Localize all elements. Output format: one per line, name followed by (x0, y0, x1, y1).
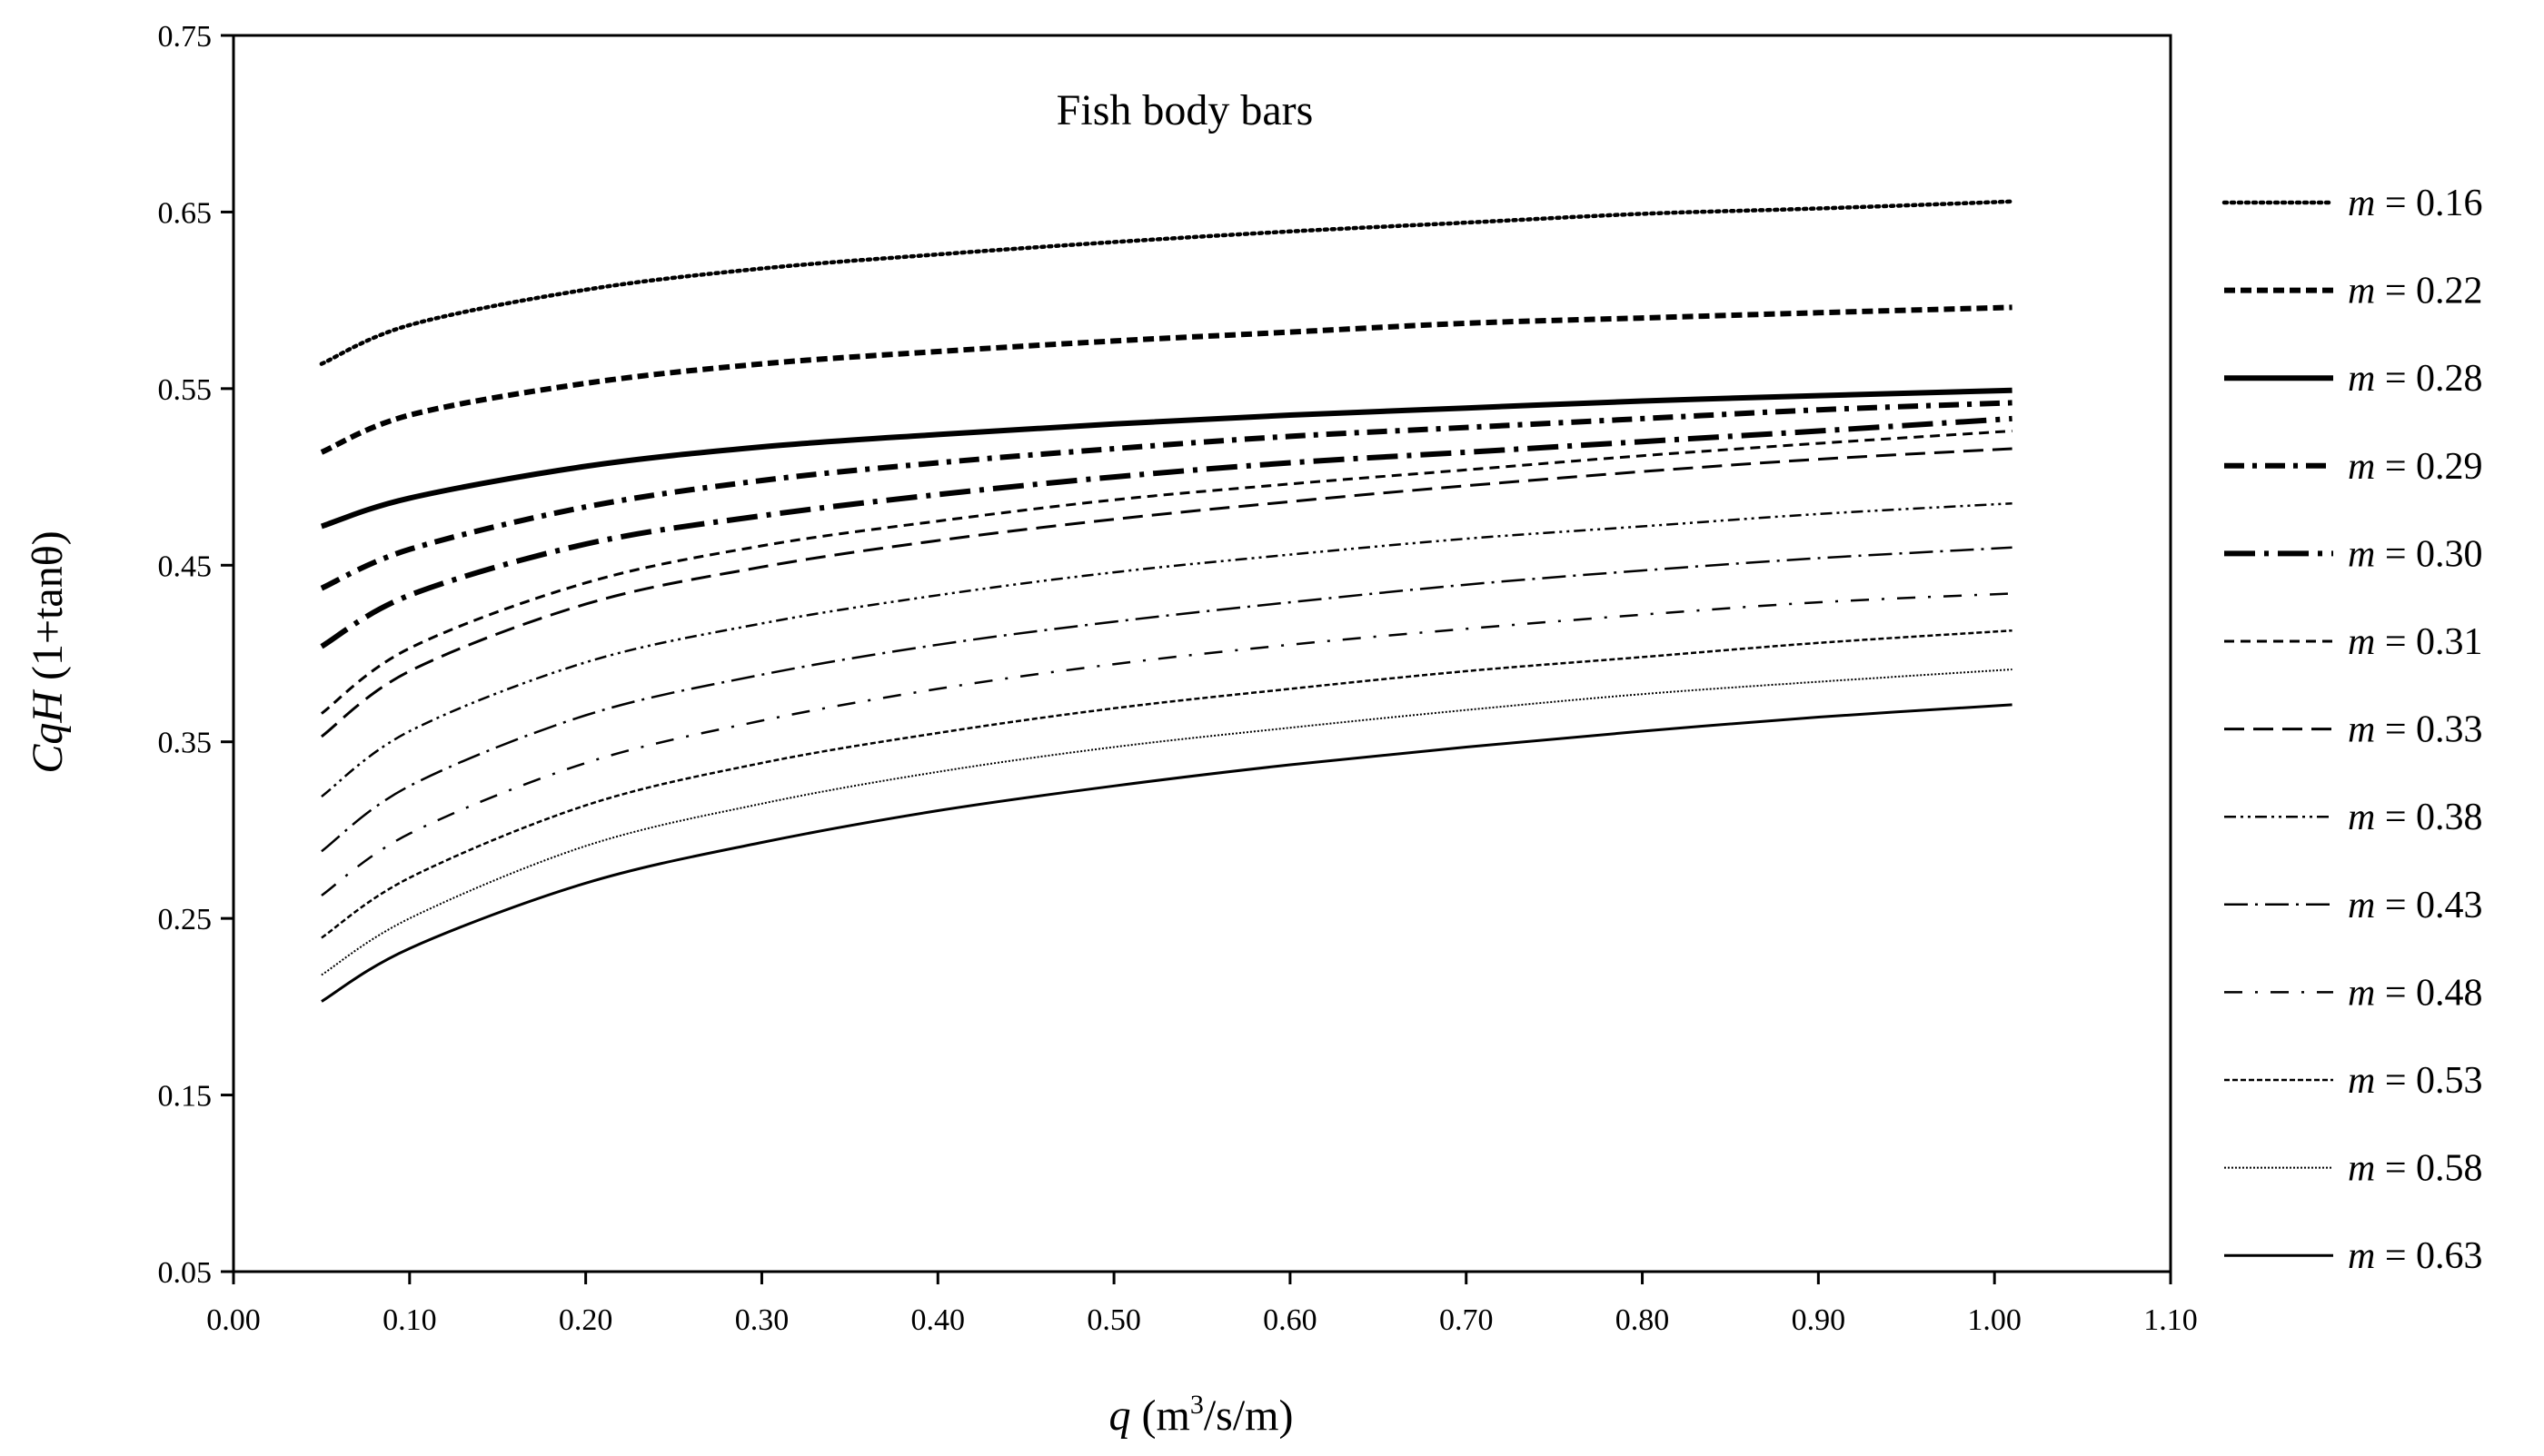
series-line (320, 415, 2012, 649)
series-line (319, 199, 2014, 366)
series-line (321, 629, 2012, 939)
legend-label: m = 0.28 (2348, 358, 2483, 400)
x-tick-label: 1.00 (1967, 1303, 2022, 1337)
y-tick-label: 0.45 (158, 550, 213, 583)
plot-area (232, 34, 2172, 1273)
x-axis: 0.00 0.10 0.20 0.30 0.40 0.50 0.60 0.70 0.80 0.90… (206, 1272, 2198, 1337)
y-tick-label: 0.65 (158, 196, 213, 230)
x-tick-label: 0.00 (206, 1303, 261, 1337)
legend-label: m = 0.38 (2348, 797, 2483, 838)
legend-label: m = 0.58 (2348, 1148, 2483, 1190)
legend-label: m = 0.29 (2348, 446, 2483, 488)
y-tick-label: 0.55 (158, 373, 213, 407)
legend-label: m = 0.43 (2348, 885, 2483, 926)
y-tick-label: 0.35 (158, 727, 213, 760)
legend-label: m = 0.63 (2348, 1235, 2483, 1277)
series-line (321, 501, 2012, 798)
y-tick-label: 0.15 (158, 1080, 213, 1114)
legend-label: m = 0.31 (2348, 621, 2483, 663)
x-axis-title: q (m3/s/m) (1109, 1390, 1294, 1440)
legend-label: m = 0.53 (2348, 1060, 2483, 1102)
series-lines (319, 199, 2014, 1003)
legend-label: m = 0.30 (2348, 533, 2483, 575)
x-tick-label: 0.20 (559, 1303, 613, 1337)
series-line (321, 546, 2012, 853)
x-tick-label: 0.80 (1615, 1303, 1670, 1337)
legend: m = 0.16 m = 0.22 m = 0.28 m = 0.29 m = 0.30… (2221, 183, 2483, 1277)
series-line (321, 447, 2012, 738)
y-tick-label: 0.75 (158, 20, 213, 54)
x-tick-label: 0.90 (1792, 1303, 1846, 1337)
series-line (320, 400, 2012, 591)
series-line (320, 387, 2012, 530)
x-tick-label: 1.10 (2143, 1303, 2198, 1337)
y-tick-label: 0.05 (158, 1256, 213, 1290)
legend-label: m = 0.33 (2348, 709, 2483, 751)
legend-label: m = 0.48 (2348, 972, 2483, 1014)
x-tick-label: 0.10 (383, 1303, 437, 1337)
series-line (320, 304, 2012, 455)
legend-label: m = 0.22 (2348, 271, 2483, 312)
legend-label: m = 0.16 (2348, 183, 2483, 224)
series-line (321, 430, 2012, 715)
series-line (321, 592, 2012, 896)
series-line (321, 703, 2012, 1003)
x-tick-label: 0.60 (1263, 1303, 1317, 1337)
x-tick-label: 0.40 (911, 1303, 966, 1337)
y-tick-label: 0.25 (158, 903, 213, 936)
series-line (321, 669, 2012, 976)
y-axis: 0.05 0.15 0.25 0.35 0.45 0.55 0.65 0.75 (158, 20, 234, 1290)
chart-title: Fish body bars (1057, 86, 1314, 134)
y-axis-title: CqH (1+tanθ) (24, 530, 72, 773)
x-tick-label: 0.50 (1087, 1303, 1141, 1337)
x-tick-label: 0.30 (735, 1303, 790, 1337)
x-tick-label: 0.70 (1439, 1303, 1494, 1337)
